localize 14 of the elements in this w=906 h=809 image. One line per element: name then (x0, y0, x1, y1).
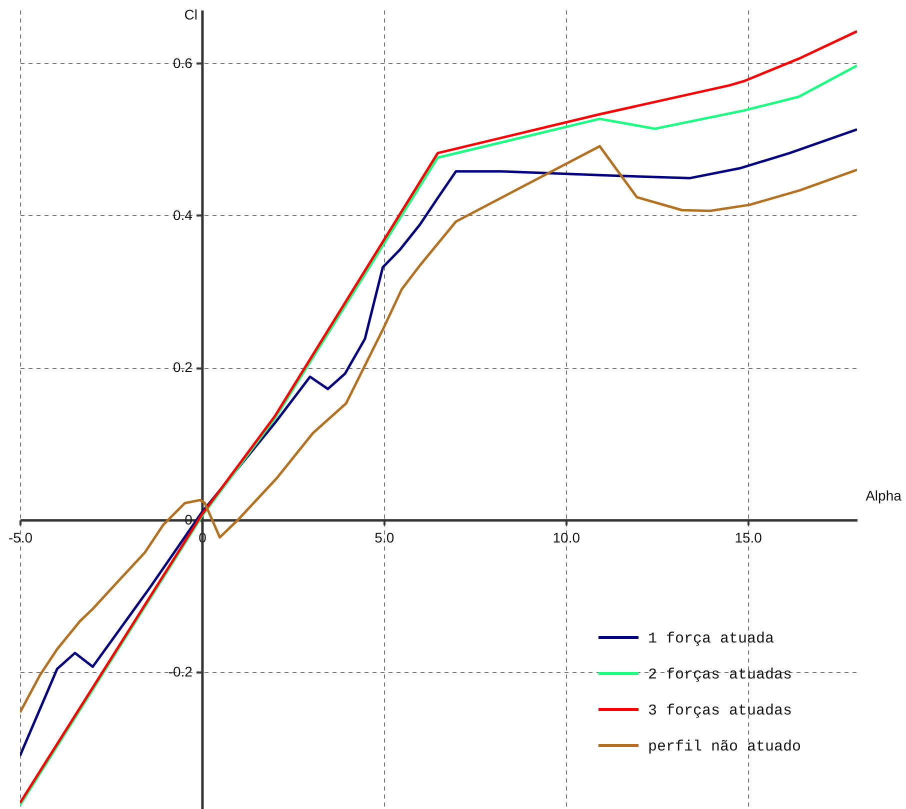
legend-label: perfil não atuado (648, 738, 802, 756)
y-tick-label: -0.2 (168, 664, 193, 680)
y-tick-label: 0.2 (172, 359, 193, 376)
x-tick-label: -5.0 (8, 529, 33, 546)
x-tick-label: 10.0 (552, 529, 580, 546)
legend-label: 1 força atuada (648, 630, 774, 648)
legend-label: 3 forças atuadas (648, 702, 792, 720)
x-tick-label: 5.0 (374, 529, 394, 546)
y-axis-title: Cl (184, 6, 198, 22)
y-tick-label: 0.6 (172, 54, 193, 71)
x-axis-title: Alpha (866, 487, 902, 504)
y-tick-label: 0.4 (172, 206, 193, 223)
x-tick-label: 15.0 (734, 529, 762, 546)
legend-label: 2 forças atuadas (648, 666, 792, 684)
